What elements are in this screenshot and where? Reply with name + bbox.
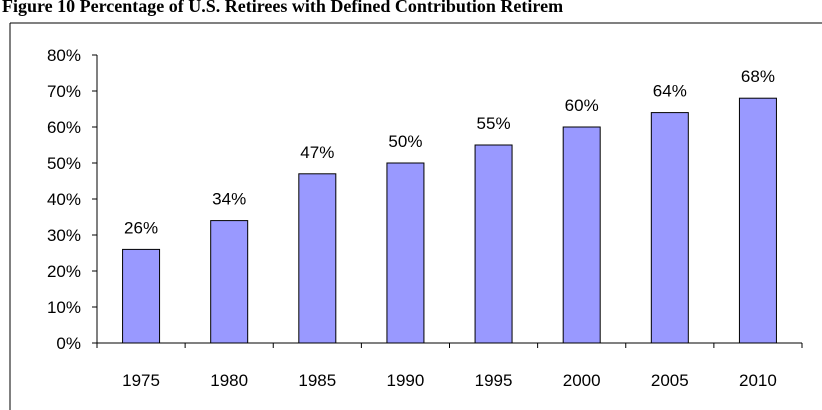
bar (210, 220, 249, 344)
bar (474, 144, 513, 344)
y-tick-label: 30% (47, 226, 81, 245)
x-tick-label: 1975 (122, 371, 160, 390)
y-tick-label: 40% (47, 190, 81, 209)
y-tick-label: 80% (47, 46, 81, 65)
y-tick-label: 60% (47, 118, 81, 137)
y-tick-label: 10% (47, 298, 81, 317)
y-tick-label: 0% (56, 334, 81, 353)
y-tick-label: 50% (47, 154, 81, 173)
bar (386, 162, 425, 344)
value-label: 55% (477, 114, 511, 133)
bar (122, 248, 161, 344)
value-label: 60% (565, 96, 599, 115)
chart-title: Figure 10 Percentage of U.S. Retirees wi… (2, 0, 563, 16)
y-tick-label: 70% (47, 82, 81, 101)
value-label: 68% (741, 67, 775, 86)
x-tick-label: 1980 (210, 371, 248, 390)
value-label: 34% (212, 190, 246, 209)
x-tick-label: 2000 (563, 371, 601, 390)
value-label: 47% (300, 143, 334, 162)
bar (562, 126, 601, 344)
value-label: 50% (388, 132, 422, 151)
x-tick-label: 2005 (651, 371, 689, 390)
x-tick-label: 2010 (739, 371, 777, 390)
bar (298, 173, 337, 344)
x-tick-label: 1990 (387, 371, 425, 390)
x-tick-label: 1995 (475, 371, 513, 390)
bar (650, 112, 689, 344)
x-tick-label: 1985 (298, 371, 336, 390)
value-label: 26% (124, 218, 158, 237)
bar (738, 97, 777, 344)
value-label: 64% (653, 82, 687, 101)
y-tick-label: 20% (47, 262, 81, 281)
